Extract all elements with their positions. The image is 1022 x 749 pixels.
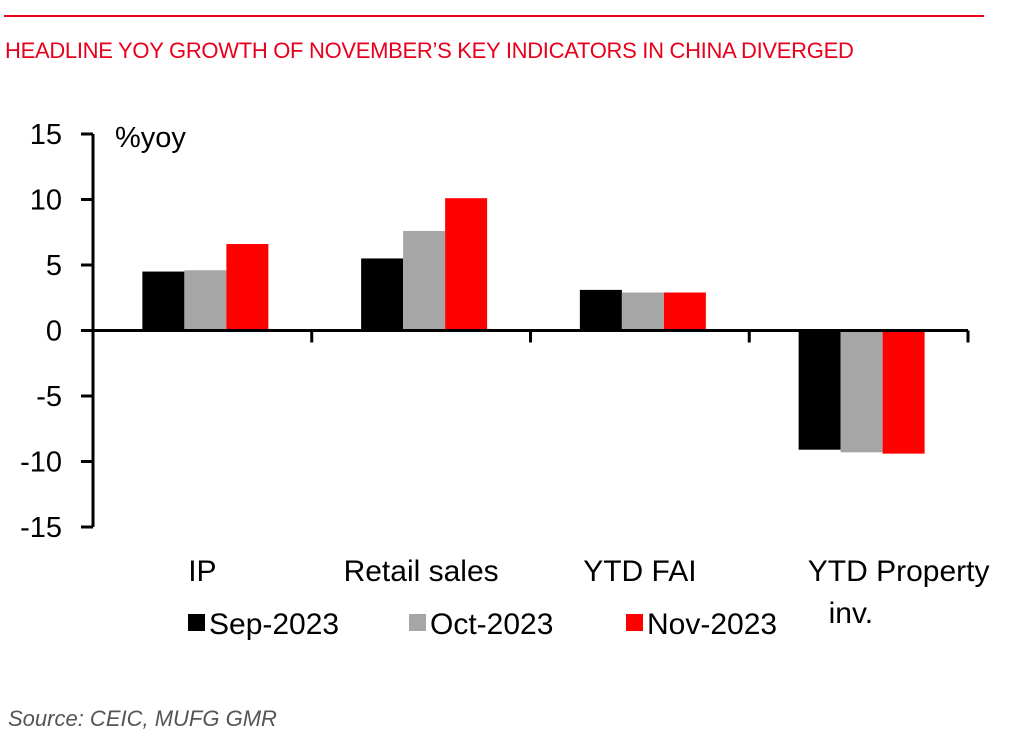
chart-title: HEADLINE YOY GROWTH OF NOVEMBER’S KEY IN… xyxy=(5,38,854,63)
category-label: IP xyxy=(188,555,216,588)
legend-label: Nov-2023 xyxy=(647,608,777,641)
y-tick-label: 5 xyxy=(46,250,62,282)
bar-sep-2023-1 xyxy=(361,258,404,331)
legend-label: Oct-2023 xyxy=(430,608,553,641)
category-label: inv. xyxy=(829,597,873,630)
unit-label: %yoy xyxy=(115,122,186,154)
y-tick-label: -5 xyxy=(36,381,62,413)
bar-sep-2023-3 xyxy=(798,330,841,450)
bar-oct-2023-2 xyxy=(621,292,664,331)
legend-label: Sep-2023 xyxy=(209,608,339,641)
bar-oct-2023-0 xyxy=(184,270,227,331)
y-tick-label: -15 xyxy=(20,512,62,544)
axes-layer xyxy=(81,132,970,529)
y-tick-label: 15 xyxy=(30,119,62,151)
source-note: Source: CEIC, MUFG GMR xyxy=(8,706,277,731)
bar-nov-2023-2 xyxy=(663,292,706,331)
legend-swatch-sep-2023 xyxy=(188,614,205,631)
legend-swatch-nov-2023 xyxy=(626,614,643,631)
bars-layer xyxy=(142,198,925,454)
top-rule xyxy=(4,15,984,17)
bar-sep-2023-2 xyxy=(579,289,622,331)
labels-layer: 15 10 5 0 -5 -10 -15 %yoy IP Retail sales YTD FAI Y… xyxy=(20,119,989,630)
bar-nov-2023-0 xyxy=(226,244,269,331)
bar-oct-2023-3 xyxy=(840,330,883,453)
bar-nov-2023-1 xyxy=(445,198,488,331)
category-label: Retail sales xyxy=(344,555,499,588)
category-label: YTD FAI xyxy=(583,555,696,588)
bar-sep-2023-0 xyxy=(142,271,185,331)
bar-oct-2023-1 xyxy=(403,230,446,331)
y-tick-label: 0 xyxy=(46,316,62,348)
y-tick-label: -10 xyxy=(20,447,62,479)
bar-nov-2023-3 xyxy=(882,330,925,454)
y-tick-label: 10 xyxy=(30,185,62,217)
legend: Sep-2023 Oct-2023 Nov-2023 xyxy=(188,608,777,641)
category-label: YTD Property xyxy=(808,555,990,588)
legend-swatch-oct-2023 xyxy=(409,614,426,631)
